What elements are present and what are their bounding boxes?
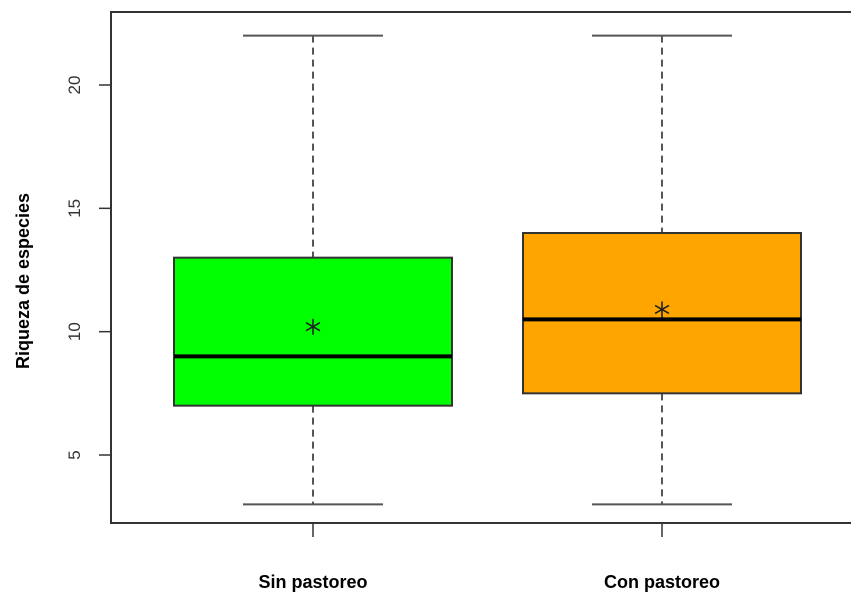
mean-marker-stroke (654, 304, 670, 315)
y-axis: 5 10 15 20 (65, 76, 111, 460)
box-2 (522, 34, 802, 506)
x-category-label: Sin pastoreo (258, 572, 367, 592)
x-category-label: Con pastoreo (604, 572, 720, 592)
y-tick-label: 5 (65, 450, 84, 459)
x-axis: Sin pastoreo Con pastoreo (258, 523, 720, 592)
y-axis-title: Riqueza de especies (13, 193, 33, 369)
box-1 (173, 34, 453, 506)
y-tick-label: 15 (65, 199, 84, 218)
plot-frame (110, 11, 851, 524)
mean-marker-stroke (305, 322, 321, 332)
mean-marker (305, 318, 321, 335)
mean-marker (654, 301, 670, 318)
y-tick-label: 20 (65, 76, 84, 95)
y-tick-label: 10 (65, 322, 84, 341)
box-series (173, 34, 802, 506)
